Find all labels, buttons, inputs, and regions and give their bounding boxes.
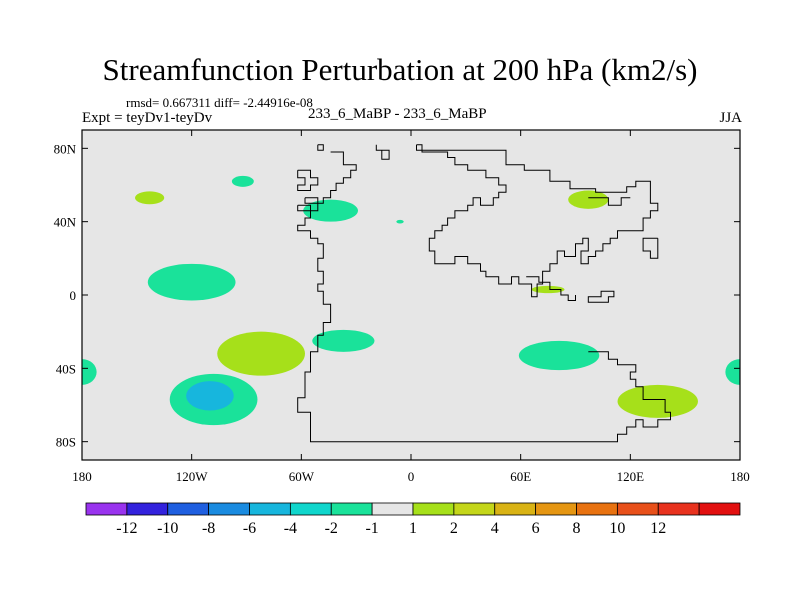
x-tick-label: 120W [176,469,209,484]
colorbar-swatch [167,502,210,516]
colorbar-label: 2 [450,520,458,537]
x-tick-label: 60E [510,469,531,484]
experiment-label: Expt = teyDv1-teyDv [82,110,213,126]
colorbar-swatch [616,502,659,516]
colorbar-label: 8 [573,520,581,537]
colorbar-swatch [412,502,455,516]
anomaly-ne-pacific-small-negative [231,175,254,187]
anomaly-sw-atlantic-negative [312,329,375,352]
colorbar-label: -1 [365,520,378,537]
colorbar-swatch [371,502,414,516]
x-tick-label: 180 [730,469,750,484]
colorbar-swatch [576,502,618,516]
x-tick-label: 120E [617,469,645,484]
y-tick-label: 80N [54,141,77,156]
colorbar-swatch [657,502,700,516]
case-label: 233_6_MaBP - 233_6_MaBP [308,106,487,122]
x-tick-label: 60W [289,469,315,484]
colorbar-swatch [535,502,577,516]
anomaly-arabian-sea-positive [531,285,565,294]
stats-line: rmsd= 0.667311 diff= -2.44916e-08 [126,95,313,110]
axis-ticks: 180 120W 60W 0 60E 120E 180 80N 40N 0 40S 80S [54,130,750,484]
colorbar-label: 6 [532,520,540,537]
x-tick-label: 180 [72,469,92,484]
chart-title: Streamfunction Perturbation at 200 hPa (… [102,52,698,87]
anomaly-indian-ocean-negative [518,340,600,371]
colorbar-swatch [494,502,537,516]
colorbar-label: 4 [491,520,499,537]
anomaly-south-indian-ocean-positive [617,384,698,418]
y-tick-label: 40N [54,215,77,230]
colorbar-label: 1 [409,520,417,537]
colorbar-label: -10 [157,520,178,537]
colorbar-swatch [330,502,373,516]
colorbar: -12 -10 -8 -6 -4 -2 -1 1 2 4 6 8 10 12 [85,502,741,537]
anomaly-south-pacific-negative-core [186,381,234,411]
x-tick-label: 0 [408,469,415,484]
y-tick-label: 80S [56,435,76,450]
colorbar-label: -4 [284,520,297,537]
colorbar-swatch [453,502,496,516]
season-label: JJA [719,110,742,126]
colorbar-label: 12 [650,520,666,537]
anomaly-south-america-positive [217,331,305,376]
anomaly-north-atlantic-negative [303,199,358,222]
colorbar-label: -2 [325,520,338,537]
y-tick-label: 0 [70,288,77,303]
anomaly-date-line-east-negative [725,359,740,385]
anomaly-nw-pacific-small-positive [135,191,165,205]
colorbar-label: -6 [243,520,256,537]
colorbar-label: -12 [116,520,137,537]
colorbar-swatch [289,502,332,516]
colorbar-swatch [208,502,250,516]
anomaly-central-asia-positive [568,190,609,209]
anomaly-east-pacific-negative [147,263,236,301]
colorbar-label: 10 [609,520,625,537]
land-outline [297,144,671,443]
contour-fills [82,175,740,426]
colorbar-swatch [249,502,291,516]
anomaly-date-line-west-negative [82,359,97,385]
colorbar-swatch [126,502,169,516]
colorbar-swatch [698,502,741,516]
colorbar-swatch [85,502,128,516]
y-tick-label: 40S [56,361,76,376]
colorbar-label: -8 [202,520,215,537]
anomaly-europe-tiny-negative [396,219,404,224]
coastline-path [297,144,671,443]
